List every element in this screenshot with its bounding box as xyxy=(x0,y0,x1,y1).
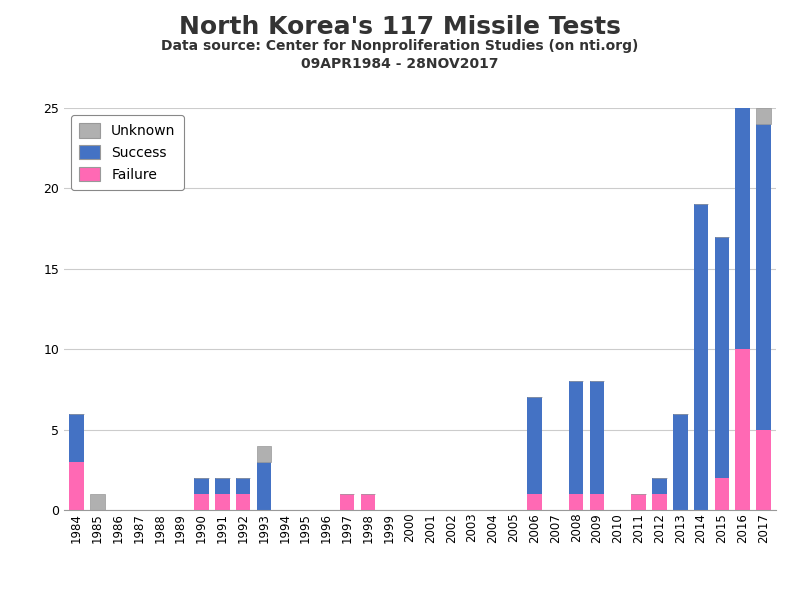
Bar xyxy=(340,494,354,510)
Bar xyxy=(735,349,750,510)
Bar xyxy=(236,478,250,494)
Bar xyxy=(215,478,230,494)
Bar xyxy=(569,382,583,494)
Legend: Unknown, Success, Failure: Unknown, Success, Failure xyxy=(71,115,184,190)
Bar xyxy=(194,478,209,494)
Bar xyxy=(215,494,230,510)
Bar xyxy=(673,413,687,510)
Bar xyxy=(652,478,666,494)
Bar xyxy=(70,462,84,510)
Bar xyxy=(257,446,271,462)
Text: Data source: Center for Nonproliferation Studies (on nti.org): Data source: Center for Nonproliferation… xyxy=(162,39,638,53)
Bar xyxy=(756,124,770,430)
Bar xyxy=(590,382,604,494)
Bar xyxy=(361,494,375,510)
Bar xyxy=(756,108,770,124)
Bar xyxy=(90,494,105,510)
Bar xyxy=(527,397,542,494)
Bar xyxy=(652,494,666,510)
Bar xyxy=(735,0,750,349)
Bar xyxy=(694,205,708,510)
Text: 09APR1984 - 28NOV2017: 09APR1984 - 28NOV2017 xyxy=(302,57,498,71)
Bar xyxy=(590,494,604,510)
Text: North Korea's 117 Missile Tests: North Korea's 117 Missile Tests xyxy=(179,15,621,39)
Bar xyxy=(527,494,542,510)
Bar xyxy=(257,462,271,510)
Bar xyxy=(70,413,84,462)
Bar xyxy=(569,494,583,510)
Bar xyxy=(714,478,729,510)
Bar xyxy=(236,494,250,510)
Bar xyxy=(631,494,646,510)
Bar xyxy=(756,430,770,510)
Bar xyxy=(714,236,729,478)
Bar xyxy=(194,494,209,510)
